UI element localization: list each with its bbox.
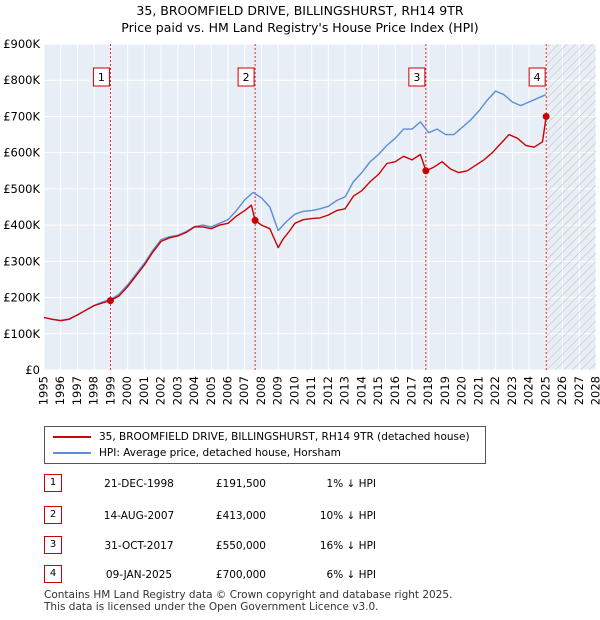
- sale-point-2: [251, 216, 259, 224]
- sale-point-3: [422, 167, 430, 175]
- y-tick-label: £0: [25, 363, 40, 377]
- transaction-row: 1 21-DEC-1998 £191,500 1% ↓ HPI: [0, 474, 600, 492]
- x-tick-label: 2004: [187, 376, 201, 405]
- x-tick-label: 1998: [87, 376, 101, 405]
- legend-swatch-hpi: [53, 452, 91, 454]
- hpi-line: [43, 90, 547, 322]
- legend-swatch-property: [53, 436, 91, 438]
- x-tick-label: 2019: [438, 376, 452, 405]
- transaction-price: £413,000: [215, 510, 266, 522]
- x-tick-label: 1997: [70, 376, 84, 405]
- sale-point-1: [106, 297, 114, 305]
- x-tick-label: 2016: [388, 376, 402, 405]
- price-chart: 1 2 3 4 £0 £100K £200K £300K £400K £500K £600K £70…: [3, 37, 600, 405]
- transaction-hpi-diff: 16% ↓ HPI: [319, 540, 376, 552]
- footer: Contains HM Land Registry data © Crown c…: [44, 589, 452, 613]
- x-tick-label: 2020: [455, 376, 469, 405]
- x-tick-label: 2025: [538, 376, 552, 405]
- chart-title: 35, BROOMFIELD DRIVE, BILLINGSHURST, RH1…: [0, 2, 600, 36]
- grid: [43, 43, 597, 371]
- x-tick-label: 1999: [103, 376, 117, 405]
- x-tick-label: 2028: [589, 376, 600, 405]
- x-tick-label: 2002: [154, 376, 168, 405]
- transaction-box-label-3: 3: [413, 71, 420, 84]
- x-tick-label: 2014: [354, 376, 368, 405]
- x-tick-label: 2013: [338, 376, 352, 405]
- x-tick-label: 2021: [471, 376, 485, 405]
- transaction-number: 4: [44, 565, 62, 583]
- x-tick-label: 2001: [137, 376, 151, 405]
- y-tick-label: £300K: [3, 254, 40, 268]
- transaction-hpi-diff: 10% ↓ HPI: [319, 510, 376, 522]
- sale-point-4: [542, 112, 550, 120]
- x-tick-label: 2006: [221, 376, 235, 405]
- footer-copyright: Contains HM Land Registry data © Crown c…: [44, 589, 453, 601]
- transaction-price: £191,500: [215, 478, 266, 490]
- chart-title-line2: Price paid vs. HM Land Registry's House …: [121, 20, 479, 35]
- transaction-price: £700,000: [215, 569, 266, 581]
- transaction-row: 3 31-OCT-2017 £550,000 16% ↓ HPI: [0, 536, 600, 554]
- plot-background: [44, 44, 596, 370]
- transaction-hpi-diff: 1% ↓ HPI: [326, 478, 376, 490]
- x-tick-label: 2023: [505, 376, 519, 405]
- x-tick-label: 2017: [405, 376, 419, 405]
- x-tick-label: 2009: [271, 376, 285, 405]
- series-lines: [43, 90, 547, 322]
- transaction-hpi-diff: 6% ↓ HPI: [326, 569, 376, 581]
- transaction-box-label-2: 2: [243, 71, 250, 84]
- x-tick-label: 2008: [254, 376, 268, 405]
- x-tick-label: 2012: [321, 376, 335, 405]
- legend: 35, BROOMFIELD DRIVE, BILLINGSHURST, RH1…: [44, 426, 486, 464]
- y-tick-label: £600K: [3, 146, 40, 160]
- x-tick-label: 2022: [488, 376, 502, 405]
- y-tick-label: £500K: [3, 182, 40, 196]
- chart-title-line1: 35, BROOMFIELD DRIVE, BILLINGSHURST, RH1…: [136, 3, 464, 18]
- transaction-box-2: [237, 67, 255, 87]
- sale-markers: [106, 112, 550, 305]
- forecast-hatch: [545, 44, 596, 370]
- legend-label-property: 35, BROOMFIELD DRIVE, BILLINGSHURST, RH1…: [99, 431, 470, 443]
- transaction-price: £550,000: [215, 540, 266, 552]
- transaction-number: 3: [44, 536, 62, 554]
- x-tick-label: 2026: [555, 376, 569, 405]
- x-tick-label: 2010: [287, 376, 301, 405]
- property-line: [43, 116, 547, 322]
- x-tick-label: 2018: [421, 376, 435, 405]
- x-tick-label: 2027: [572, 376, 586, 405]
- transaction-box-4: [528, 67, 546, 87]
- transaction-row: 2 14-AUG-2007 £413,000 10% ↓ HPI: [0, 506, 600, 524]
- x-tick-label: 1996: [53, 376, 67, 405]
- y-tick-label: £800K: [3, 73, 40, 87]
- transaction-date: 31-OCT-2017: [104, 540, 174, 552]
- y-axis: £0 £100K £200K £300K £400K £500K £600K £700K £80…: [3, 37, 40, 377]
- transaction-date: 09-JAN-2025: [105, 569, 173, 581]
- y-tick-label: £400K: [3, 218, 40, 232]
- transaction-row: 4 09-JAN-2025 £700,000 6% ↓ HPI: [0, 565, 600, 583]
- x-tick-label: 2005: [204, 376, 218, 405]
- transaction-box-label-1: 1: [98, 71, 105, 84]
- x-tick-label: 2024: [522, 376, 536, 405]
- x-tick-label: 1995: [37, 376, 51, 405]
- transaction-box-3: [408, 67, 426, 87]
- y-tick-label: £900K: [3, 37, 40, 51]
- transaction-date: 14-AUG-2007: [103, 510, 175, 522]
- y-tick-label: £200K: [3, 291, 40, 305]
- transaction-box-label-4: 4: [534, 71, 541, 84]
- transaction-number: 2: [44, 506, 62, 524]
- transaction-box-1: [92, 67, 110, 87]
- x-tick-label: 2003: [170, 376, 184, 405]
- legend-label-hpi: HPI: Average price, detached house, Hors…: [99, 447, 341, 459]
- x-tick-label: 2015: [371, 376, 385, 405]
- y-tick-label: £100K: [3, 327, 40, 341]
- transaction-number: 1: [44, 474, 62, 492]
- footer-licence: This data is licensed under the Open Gov…: [44, 601, 379, 613]
- y-tick-label: £700K: [3, 109, 40, 123]
- x-tick-label: 2007: [237, 376, 251, 405]
- transaction-boxes: 1 2 3 4: [92, 67, 546, 87]
- transaction-date: 21-DEC-1998: [104, 478, 174, 490]
- x-axis: 1995 1996 1997 1998 1999 2000 2001 2002 2003 2004…: [37, 376, 600, 405]
- x-tick-label: 2011: [304, 376, 318, 405]
- x-tick-label: 2000: [120, 376, 134, 405]
